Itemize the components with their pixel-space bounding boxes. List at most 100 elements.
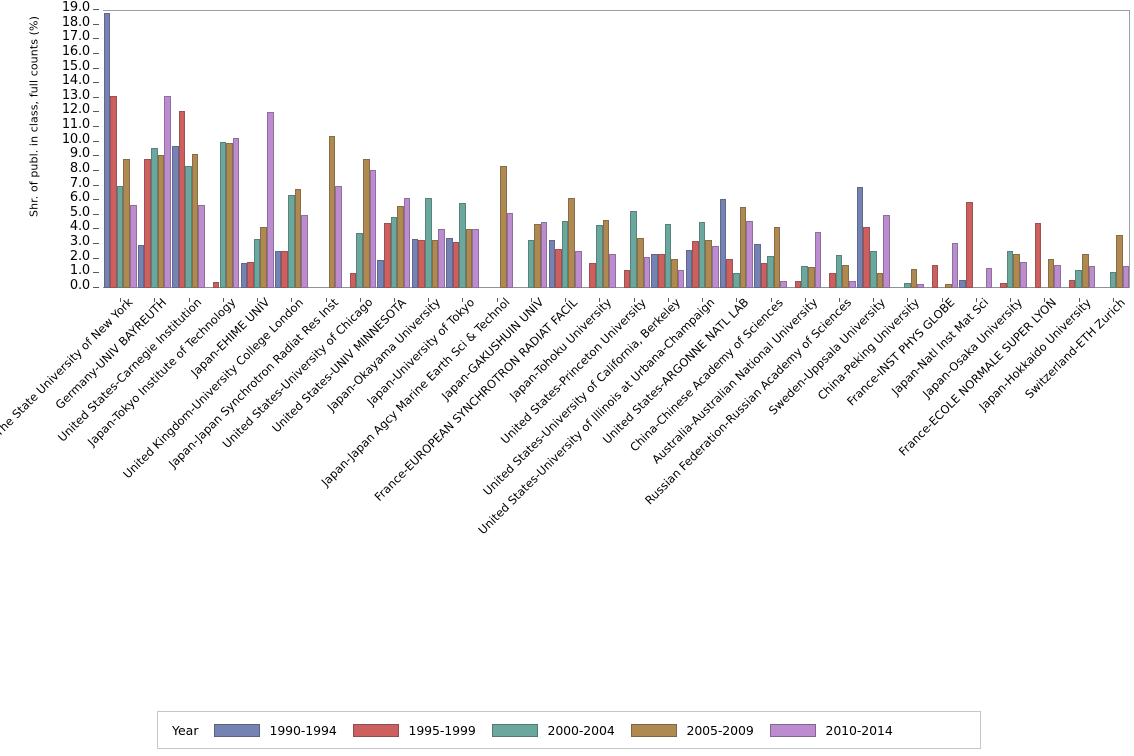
y-axis-tick-label: 4.0 [69,219,90,235]
bar [630,211,637,288]
bar [287,195,295,288]
bar-group [582,10,616,288]
legend-swatch [492,723,539,737]
bar [499,165,507,288]
bar [459,203,466,288]
y-axis-tick-mark [93,52,99,54]
bar-group [856,10,890,288]
bar [561,221,569,288]
x-axis-tick-mark [154,298,156,302]
y-axis-tick-label: 17.0 [61,29,90,45]
bar [685,249,693,288]
bar [418,239,425,288]
bar-group [993,10,1027,288]
x-axis-tick-mark [770,298,772,302]
bar [172,146,179,288]
x-axis-tick-mark [565,298,567,302]
bar [876,272,884,288]
bar [863,226,870,288]
bar [411,238,419,288]
bar-group [685,10,719,288]
x-axis-tick-mark [873,298,875,302]
bar [1054,265,1061,288]
bar [540,222,548,288]
x-axis-tick-mark [496,298,498,302]
bar [1006,250,1014,288]
bar-group [514,10,548,288]
bar [144,158,152,288]
bar [917,284,924,288]
legend-entry[interactable]: 2000-2004 [492,723,617,738]
legend-entry[interactable]: 1990-1994 [214,723,339,738]
y-axis-tick-mark [93,9,99,10]
bar [1000,282,1007,288]
bar [212,282,220,288]
bar [1020,261,1027,288]
x-axis-tick-mark [120,298,122,302]
y-axis-tick-label: 16.0 [61,43,90,59]
legend-entry[interactable]: 1995-1999 [353,723,478,738]
bar [110,96,117,288]
x-axis-tick-mark [257,298,259,302]
bar-group [822,10,856,288]
bar [671,258,678,288]
y-axis-tick-mark [93,126,99,128]
bar [137,244,145,288]
bar [1013,254,1021,288]
bar [260,227,267,288]
bar [465,228,473,288]
plot-area: 0.0 1.0 2.0 3.0 4.0 5.0 6.0 7.0 8.0 9.0 10.0 11.0 12… [62,1,1130,302]
bar [363,158,370,288]
bar [301,214,308,288]
bar [548,240,556,288]
bar [1075,269,1082,288]
legend: Year 1990-1994 1995-1999 2000-2004 2005-200… [157,711,981,749]
x-axis-tick-mark [188,298,190,302]
bar [677,269,685,288]
y-axis-tick-label: 3.0 [69,234,90,250]
bar [281,251,288,288]
x-axis-tick-mark [702,298,704,302]
bar [1034,222,1042,288]
y-axis-tick-label: 12.0 [61,102,90,118]
bar-group [171,10,206,288]
y-axis-tick-label: 7.0 [69,175,90,191]
legend-entry[interactable]: 2010-2014 [770,723,895,738]
bar [294,188,302,288]
y-axis-tick-label: 19.0 [61,0,90,15]
bar [424,198,432,288]
bar [103,12,111,288]
bar [883,214,890,288]
bar [506,212,514,288]
bar [856,187,864,288]
bar-group [103,10,137,288]
x-axis-tick-mark [462,298,464,302]
bar [157,154,165,288]
bar [773,226,781,288]
bar [739,206,747,288]
bar [760,263,768,288]
legend-label: 2005-2009 [686,722,754,738]
bar-group [411,10,445,288]
bar [966,201,973,288]
bar-group [445,10,479,288]
y-axis-tick-label: 15.0 [61,58,90,74]
bar [651,253,658,288]
y-axis-tick-mark [93,140,99,142]
bar [191,154,199,288]
bar [698,222,706,288]
x-axis-tick-mark [667,298,669,302]
bar-group [343,10,377,288]
legend-swatch [631,723,678,737]
bar [835,255,843,288]
bar-group [1062,10,1096,288]
bar [575,251,582,288]
bar [247,262,254,288]
bar-group [240,10,274,288]
bar [397,206,404,288]
legend-entry[interactable]: 2005-2009 [631,723,756,738]
y-axis-tick-label: 10.0 [61,131,90,147]
bar-group [753,10,788,288]
bar-group [788,10,822,288]
x-axis-tick-mark [736,298,738,302]
